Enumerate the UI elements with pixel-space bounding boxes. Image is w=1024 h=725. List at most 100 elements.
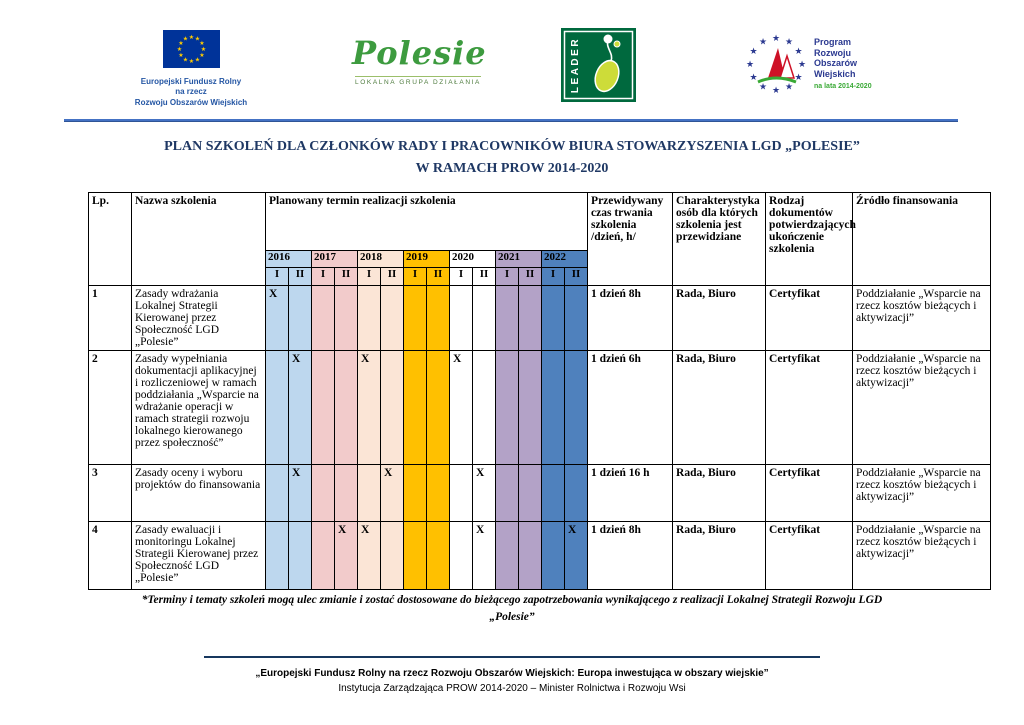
svg-text:★: ★ <box>194 57 199 64</box>
leader-icon: LEADER <box>561 28 636 102</box>
schedule-mark-cell <box>288 521 312 590</box>
schedule-mark-cell <box>495 285 519 351</box>
year-header: 2018 <box>357 250 404 268</box>
leader-logo: LEADER <box>561 28 636 107</box>
svg-text:★: ★ <box>188 58 193 65</box>
prow-caption-line: Obszarów <box>814 58 858 69</box>
header-divider <box>64 119 958 122</box>
half-header: II <box>563 267 589 286</box>
training-name-cell: Zasady oceny i wyboru projektów do finan… <box>131 464 266 522</box>
schedule-mark-cell <box>403 464 427 522</box>
lp-cell: 2 <box>88 350 132 465</box>
svg-text:★: ★ <box>182 57 187 64</box>
schedule-mark-cell <box>357 464 381 522</box>
schedule-mark-cell: X <box>334 521 358 590</box>
schedule-mark-cell <box>265 521 289 590</box>
eu-caption-line: na rzecz <box>175 87 207 97</box>
schedule-mark-cell <box>541 285 565 351</box>
half-header: II <box>426 267 450 286</box>
schedule-mark-cell <box>518 521 542 590</box>
table-header-row: Lp. Nazwa szkolenia Planowany termin rea… <box>88 192 992 286</box>
funding-source-cell: Poddziałanie „Wsparcie na rzecz kosztów … <box>852 521 992 590</box>
svg-text:★: ★ <box>182 36 187 43</box>
year-header: 2021 <box>495 250 542 268</box>
svg-text:★: ★ <box>759 38 767 48</box>
eu-fund-logo: ★ ★ ★ ★ ★ ★ ★ ★ ★ ★ ★ ★ Europejski Fundusz Rolny… <box>118 30 264 108</box>
duration-cell: 1 dzień 6h <box>587 350 674 465</box>
schedule-mark-cell <box>380 521 404 590</box>
svg-text:★: ★ <box>176 46 181 53</box>
page-title: PLAN SZKOLEŃ DLA CZŁONKÓW RADY I PRACOWN… <box>0 136 1024 181</box>
prow-logo: ★ ★ ★ ★ ★ ★ ★ ★ ★ ★ ★ ★ Program Rozwoju Obszarów… <box>742 24 894 104</box>
schedule-mark-cell <box>403 521 427 590</box>
title-line-2: W RAMACH PROW 2014-2020 <box>415 161 609 177</box>
svg-text:★: ★ <box>200 46 205 53</box>
schedule-mark-cell <box>311 464 335 522</box>
svg-text:★: ★ <box>749 47 757 57</box>
schedule-mark-cell: X <box>449 350 473 465</box>
schedule-mark-cell: X <box>357 521 381 590</box>
funding-source-cell: Poddziałanie „Wsparcie na rzecz kosztów … <box>852 464 992 522</box>
svg-text:★: ★ <box>759 83 767 93</box>
schedule-mark-cell <box>541 350 565 465</box>
training-name-cell: Zasady wypełniania dokumentacji aplikacy… <box>131 350 266 465</box>
schedule-mark-cell <box>426 285 450 351</box>
schedule-mark-cell <box>288 285 312 351</box>
schedule-mark-cell <box>426 464 450 522</box>
schedule-mark-cell <box>311 350 335 465</box>
schedule-mark-cell <box>472 350 496 465</box>
schedule-mark-cell <box>541 521 565 590</box>
schedule-mark-cell <box>563 350 589 465</box>
schedule-mark-cell <box>449 464 473 522</box>
schedule-mark-cell <box>541 464 565 522</box>
training-name-cell: Zasady ewaluacji i monitoringu Lokalnej … <box>131 521 266 590</box>
documents-cell: Certyfikat <box>765 464 854 522</box>
lp-cell: 1 <box>88 285 132 351</box>
col-header-duration: Przewidywany czas trwania szkolenia /dzi… <box>587 192 674 286</box>
schedule-mark-cell <box>380 285 404 351</box>
schedule-mark-cell <box>426 350 450 465</box>
funding-source-cell: Poddziałanie „Wsparcie na rzecz kosztów … <box>852 350 992 465</box>
schedule-mark-cell <box>380 350 404 465</box>
year-header: 2017 <box>311 250 358 268</box>
lp-cell: 3 <box>88 464 132 522</box>
schedule-mark-cell: X <box>472 521 496 590</box>
half-header: II <box>380 267 404 286</box>
schedule-mark-cell <box>311 285 335 351</box>
svg-text:★: ★ <box>188 34 193 41</box>
col-header-audience: Charakterystyka osób dla których szkolen… <box>672 192 767 286</box>
footer-line-2: Instytucja Zarządzająca PROW 2014-2020 –… <box>338 683 686 694</box>
schedule-mark-cell <box>403 350 427 465</box>
schedule-mark-cell: X <box>563 521 589 590</box>
footer-divider <box>204 656 820 658</box>
documents-cell: Certyfikat <box>765 521 854 590</box>
training-name-cell: Zasady wdrażania Lokalnej Strategii Kier… <box>131 285 266 351</box>
schedule-mark-cell <box>357 285 381 351</box>
svg-text:★: ★ <box>178 52 183 59</box>
schedule-mark-cell <box>495 464 519 522</box>
svg-text:★: ★ <box>199 40 204 47</box>
duration-cell: 1 dzień 16 h <box>587 464 674 522</box>
year-header: 2016 <box>265 250 312 268</box>
half-header: II <box>472 267 496 286</box>
schedule-mark-cell <box>563 285 589 351</box>
eu-caption-line: Europejski Fundusz Rolny <box>140 77 242 86</box>
svg-text:★: ★ <box>772 34 780 44</box>
leader-wordmark: LEADER <box>570 37 581 93</box>
year-header: 2020 <box>449 250 496 268</box>
prow-years-label: na lata 2014-2020 <box>814 82 872 90</box>
schedule-mark-cell: X <box>380 464 404 522</box>
page-footer: „Europejski Fundusz Rolny na rzecz Rozwo… <box>0 656 1024 696</box>
schedule-mark-cell <box>265 464 289 522</box>
svg-text:★: ★ <box>794 73 802 83</box>
prow-caption-line: Wiejskich <box>814 69 856 80</box>
schedule-mark-cell <box>311 521 335 590</box>
svg-text:★: ★ <box>194 36 199 43</box>
schedule-mark-cell <box>403 285 427 351</box>
schedule-mark-cell <box>449 521 473 590</box>
audience-cell: Rada, Biuro <box>672 464 767 522</box>
audience-cell: Rada, Biuro <box>672 350 767 465</box>
half-header: II <box>288 267 312 286</box>
footnote-line-1: *Terminy i tematy szkoleń mogą ulec zmia… <box>141 594 883 606</box>
audience-cell: Rada, Biuro <box>672 521 767 590</box>
